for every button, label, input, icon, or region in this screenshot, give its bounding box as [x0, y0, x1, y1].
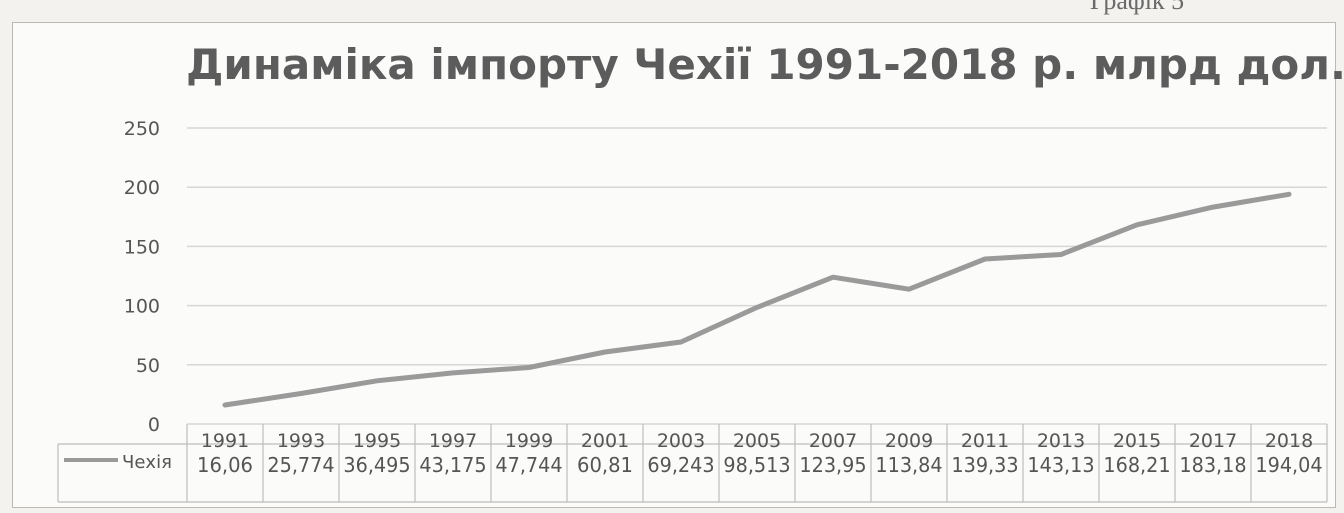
series-line: [222, 191, 1292, 408]
data-label: 16,06: [197, 453, 253, 477]
series-layer: [222, 191, 1292, 408]
chart-title: Динаміка імпорту Чехії 1991-2018 р. млрд…: [186, 40, 1344, 89]
x-tick-label: 2003: [657, 430, 705, 452]
x-tick-label: 2005: [733, 430, 781, 452]
x-tick-label: 1999: [505, 430, 553, 452]
y-tick-label: 250: [124, 118, 160, 140]
data-label: 43,175: [419, 453, 486, 477]
y-tick-label: 200: [124, 177, 160, 199]
data-label: 168,21: [1103, 453, 1170, 477]
x-tick-label: 1995: [353, 430, 401, 452]
x-tick-label: 2009: [885, 430, 933, 452]
y-tick-label: 0: [148, 414, 160, 436]
data-label: 25,774: [267, 453, 334, 477]
chart-frame: [12, 22, 1336, 508]
x-tick-label: 2015: [1113, 430, 1161, 452]
data-table: [57, 424, 1328, 503]
data-label: 139,33: [951, 453, 1018, 477]
x-tick-label: 1991: [201, 430, 249, 452]
x-tick-label: 2007: [809, 430, 857, 452]
data-label: 143,13: [1027, 453, 1094, 477]
data-label: 69,243: [647, 453, 714, 477]
data-label: 36,495: [343, 453, 410, 477]
data-label: 183,18: [1179, 453, 1246, 477]
data-label: 98,513: [723, 453, 790, 477]
data-label: 47,744: [495, 453, 562, 477]
x-tick-label: 2001: [581, 430, 629, 452]
x-tick-label: 2011: [961, 430, 1009, 452]
grid-layer: [187, 127, 1327, 425]
x-tick-label: 1993: [277, 430, 325, 452]
y-tick-label: 100: [124, 296, 160, 318]
data-label: 194,04: [1255, 453, 1322, 477]
x-tick-label: 2017: [1189, 430, 1237, 452]
corner-label: Графік 5: [1090, 0, 1185, 15]
data-label: 113,84: [875, 453, 942, 477]
y-tick-label: 150: [124, 236, 160, 258]
x-tick-label: 2013: [1037, 430, 1085, 452]
x-tick-label: 2018: [1265, 430, 1313, 452]
x-tick-label: 1997: [429, 430, 477, 452]
y-tick-label: 50: [136, 355, 160, 377]
data-label: 60,81: [577, 453, 633, 477]
series-name: Чехія: [122, 452, 172, 473]
data-label: 123,95: [799, 453, 866, 477]
label-layer: 0 50 100 150 200 250 1991 1993 1995 1997 1999 2001 2…: [122, 118, 1323, 477]
